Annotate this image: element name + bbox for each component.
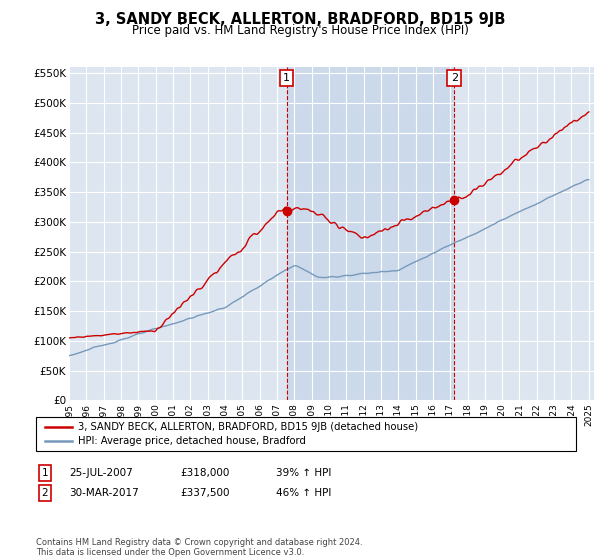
Text: Price paid vs. HM Land Registry's House Price Index (HPI): Price paid vs. HM Land Registry's House … — [131, 24, 469, 36]
Text: 1: 1 — [41, 468, 49, 478]
Text: 2: 2 — [451, 73, 458, 83]
Text: HPI: Average price, detached house, Bradford: HPI: Average price, detached house, Brad… — [78, 436, 306, 446]
Text: Contains HM Land Registry data © Crown copyright and database right 2024.
This d: Contains HM Land Registry data © Crown c… — [36, 538, 362, 557]
Text: 2: 2 — [41, 488, 49, 498]
Bar — [287, 67, 454, 400]
Text: 3, SANDY BECK, ALLERTON, BRADFORD, BD15 9JB (detached house): 3, SANDY BECK, ALLERTON, BRADFORD, BD15 … — [78, 422, 418, 432]
Text: £318,000: £318,000 — [180, 468, 229, 478]
Text: 25-JUL-2007: 25-JUL-2007 — [69, 468, 133, 478]
Text: 46% ↑ HPI: 46% ↑ HPI — [276, 488, 331, 498]
Text: 30-MAR-2017: 30-MAR-2017 — [69, 488, 139, 498]
Text: 39% ↑ HPI: 39% ↑ HPI — [276, 468, 331, 478]
Text: 3, SANDY BECK, ALLERTON, BRADFORD, BD15 9JB: 3, SANDY BECK, ALLERTON, BRADFORD, BD15 … — [95, 12, 505, 27]
Text: 1: 1 — [283, 73, 290, 83]
Text: £337,500: £337,500 — [180, 488, 229, 498]
